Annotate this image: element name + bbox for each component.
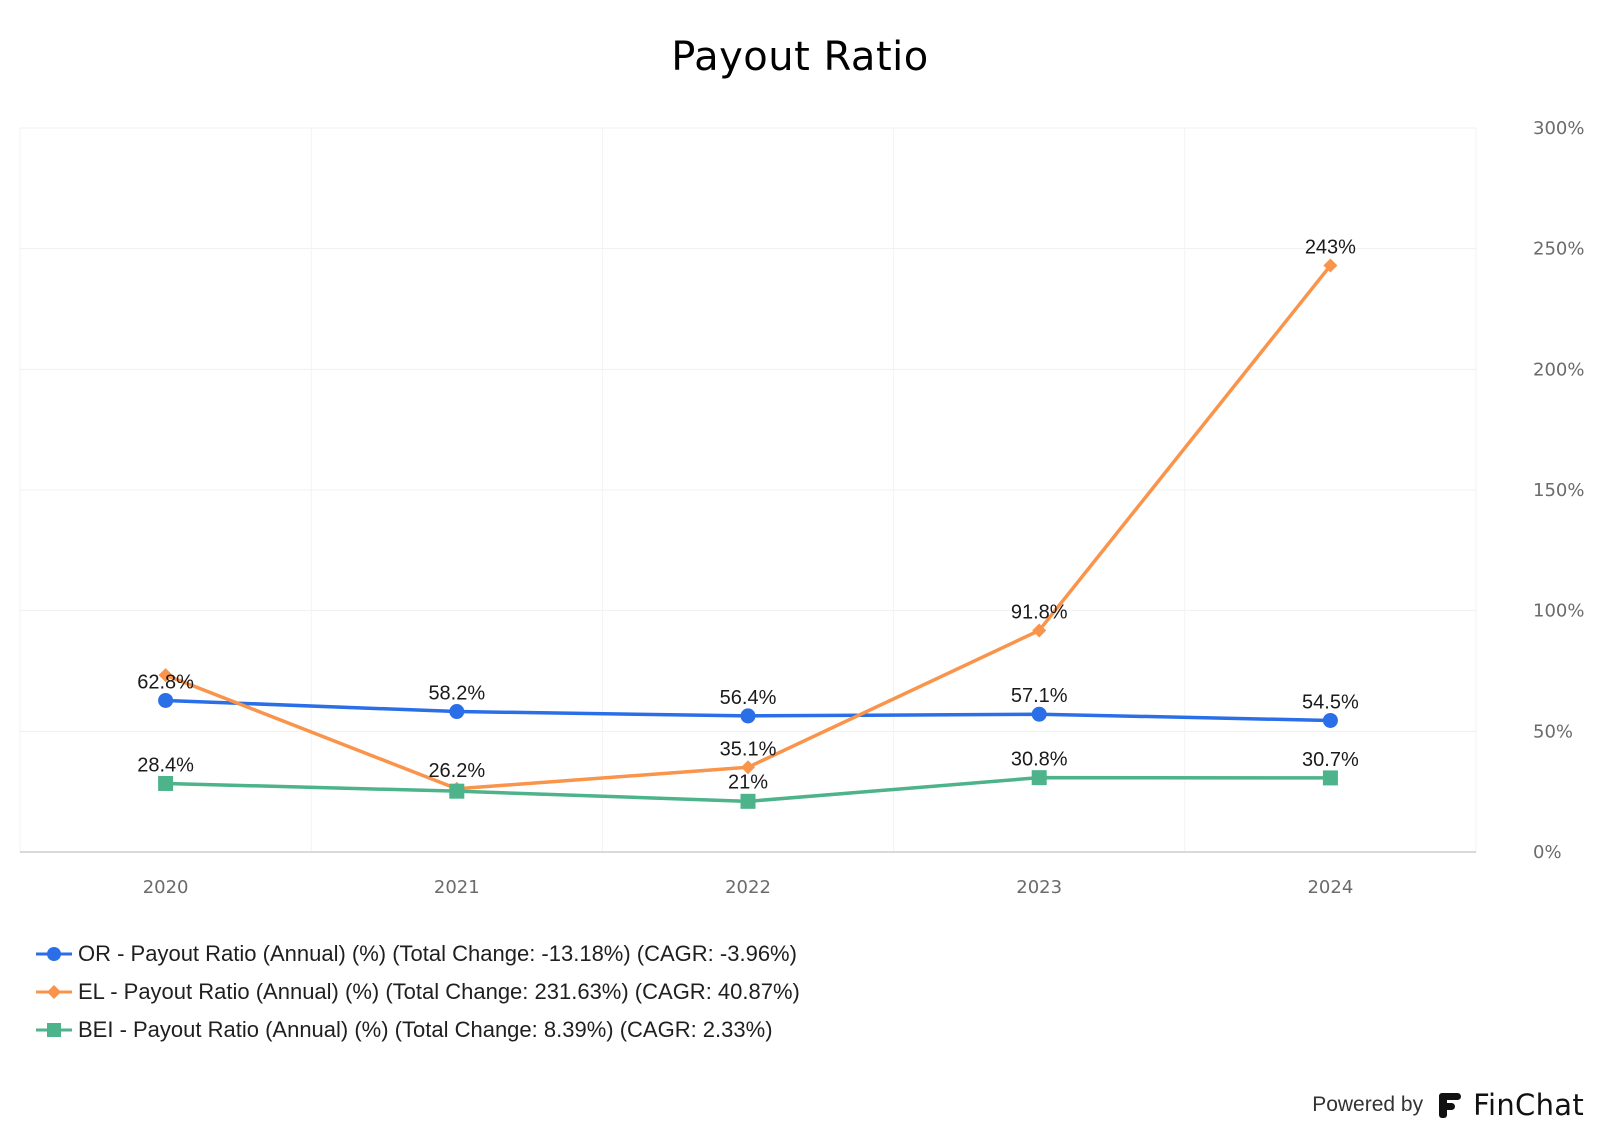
data-label-1-3: 91.8% (1011, 601, 1068, 623)
data-label-2-3: 30.8% (1011, 749, 1068, 771)
legend: OR - Payout Ratio (Annual) (%) (Total Ch… (36, 935, 800, 1049)
data-label-1-2: 35.1% (720, 738, 777, 760)
data-label-1-4: 243% (1305, 237, 1356, 259)
legend-item-bei[interactable]: BEI - Payout Ratio (Annual) (%) (Total C… (36, 1011, 800, 1049)
y-tick-label: 250% (1533, 239, 1584, 260)
y-tick-label: 100% (1533, 601, 1584, 622)
y-tick-label: 300% (1533, 118, 1584, 139)
x-tick-label: 2020 (143, 877, 189, 898)
y-tick-label: 150% (1533, 480, 1584, 501)
data-point-0-2[interactable] (740, 708, 756, 724)
y-tick-label: 200% (1533, 359, 1584, 380)
axis-layer: 0% 50% 100% 150% 200% 250% 300% 2020 2021 2022 202… (20, 118, 1584, 898)
legend-label-bei: BEI - Payout Ratio (Annual) (%) (Total C… (78, 1017, 773, 1042)
data-point-2-4[interactable] (1322, 770, 1338, 786)
data-point-0-4[interactable] (1322, 712, 1338, 728)
grid-layer (19, 127, 1477, 852)
data-label-2-4: 30.7% (1302, 749, 1359, 771)
legend-label-el: EL - Payout Ratio (Annual) (%) (Total Ch… (78, 979, 800, 1004)
y-tick-label: 50% (1533, 721, 1573, 742)
data-point-2-3[interactable] (1031, 770, 1047, 786)
series-layer (158, 258, 1338, 809)
data-point-1-3[interactable] (1032, 623, 1047, 638)
data-point-2-0[interactable] (158, 775, 174, 791)
powered-by-brand[interactable]: Powered by FinChat (1312, 1088, 1584, 1122)
x-tick-label: 2024 (1307, 877, 1353, 898)
x-tick-label: 2022 (725, 877, 771, 898)
label-layer: 62.8% 58.2% 56.4% 57.1% 54.5% 26.2% 35.1% 91.8%… (137, 237, 1359, 794)
x-tick-label: 2023 (1016, 877, 1062, 898)
data-point-0-1[interactable] (449, 704, 465, 720)
data-point-1-2[interactable] (741, 760, 755, 775)
data-label-0-0: 62.8% (137, 671, 194, 693)
data-label-2-2: 21% (728, 771, 768, 793)
finchat-logo-icon (1439, 1093, 1462, 1118)
legend-item-or[interactable]: OR - Payout Ratio (Annual) (%) (Total Ch… (36, 935, 800, 973)
legend-marker-or-icon (36, 947, 72, 961)
y-tick-label: 0% (1533, 842, 1562, 863)
data-label-0-1: 58.2% (428, 683, 485, 705)
legend-item-el[interactable]: EL - Payout Ratio (Annual) (%) (Total Ch… (36, 973, 800, 1011)
data-label-0-2: 56.4% (720, 687, 777, 709)
data-point-0-3[interactable] (1031, 706, 1047, 722)
data-point-2-2[interactable] (740, 793, 756, 809)
powered-by-text: Powered by (1312, 1093, 1424, 1116)
data-label-0-3: 57.1% (1011, 685, 1068, 707)
data-point-0-0[interactable] (158, 692, 174, 708)
legend-label-or: OR - Payout Ratio (Annual) (%) (Total Ch… (78, 941, 797, 966)
data-point-1-0[interactable] (158, 668, 173, 683)
data-point-2-1[interactable] (449, 783, 465, 799)
data-label-1-1: 26.2% (428, 760, 485, 782)
data-label-0-4: 54.5% (1302, 691, 1359, 713)
chart-title: Payout Ratio (671, 34, 929, 80)
data-label-2-0: 28.4% (137, 754, 194, 776)
data-point-1-4[interactable] (1323, 258, 1338, 273)
legend-marker-el-icon (36, 985, 72, 999)
x-tick-label: 2021 (434, 877, 480, 898)
legend-marker-bei-icon (36, 1023, 72, 1037)
brand-name: FinChat (1473, 1088, 1584, 1122)
